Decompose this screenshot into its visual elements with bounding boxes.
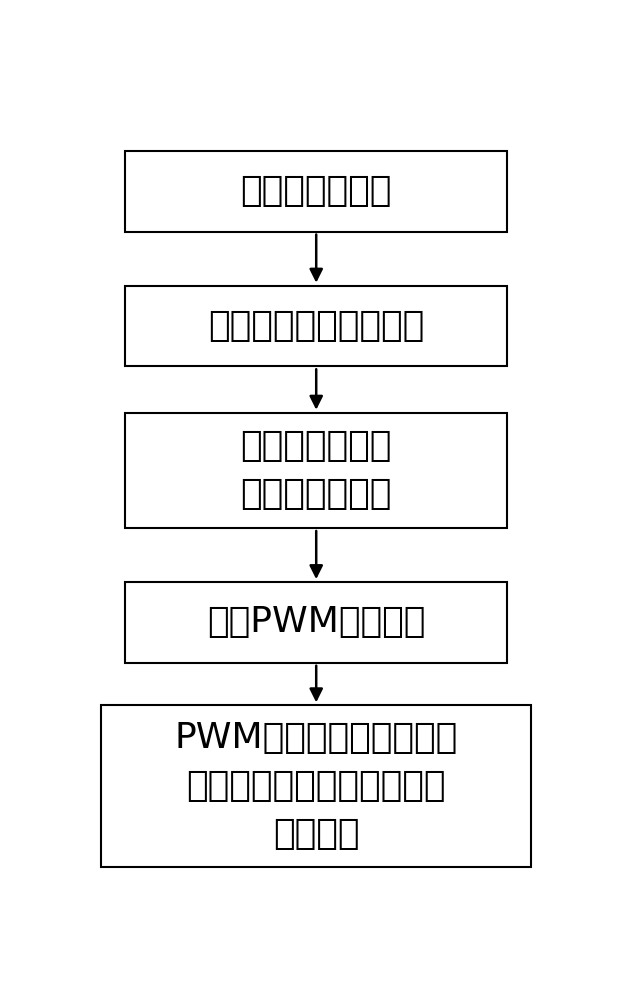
Text: 给定滞环的宽度: 给定滞环的宽度 xyxy=(241,174,392,208)
Text: 判断电压矢量所在扇区: 判断电压矢量所在扇区 xyxy=(208,309,424,343)
Bar xyxy=(125,413,508,528)
Text: 的控制端，控制开关管的开: 的控制端，控制开关管的开 xyxy=(186,769,446,803)
Text: 根据开关表选择: 根据开关表选择 xyxy=(241,429,392,463)
Bar xyxy=(125,582,508,663)
Text: PWM驱动信号输入开关管: PWM驱动信号输入开关管 xyxy=(175,721,458,755)
Bar xyxy=(125,151,508,232)
Bar xyxy=(125,286,508,366)
Text: 生成PWM驱动信号: 生成PWM驱动信号 xyxy=(207,605,425,639)
Text: 通或关断: 通或关断 xyxy=(273,817,360,851)
Text: 合适的电压矢量: 合适的电压矢量 xyxy=(241,477,392,511)
Bar xyxy=(101,705,531,867)
